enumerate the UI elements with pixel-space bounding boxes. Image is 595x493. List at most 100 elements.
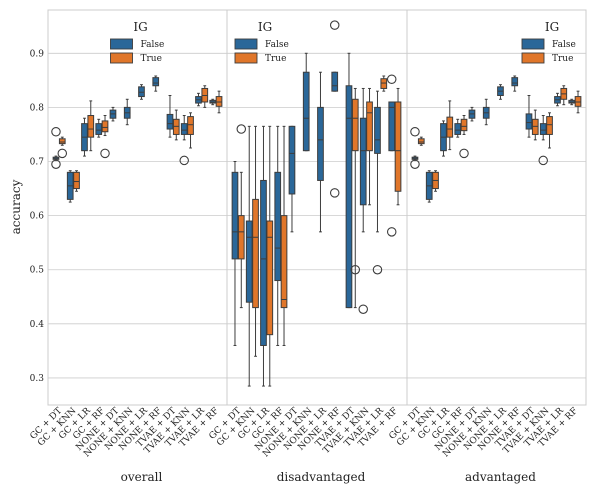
box-overall-8-true	[173, 110, 179, 140]
box-disadvantaged-11-false	[388, 75, 396, 236]
legend-swatch-false	[111, 39, 133, 49]
panel-frame	[48, 10, 227, 405]
box-disadvantaged-10-true	[381, 76, 387, 91]
box-body	[59, 139, 65, 144]
box-body	[96, 124, 102, 135]
box-body	[375, 107, 381, 153]
box-disadvantaged-1-true	[253, 126, 259, 356]
box-body	[139, 87, 145, 97]
box-body	[102, 121, 108, 132]
box-advantaged-5-false	[483, 99, 489, 124]
legend-label-false: False	[141, 40, 165, 50]
box-advantaged-9-false	[539, 116, 547, 165]
box-disadvantaged-9-true	[367, 88, 373, 204]
box-body	[216, 97, 222, 107]
box-overall-3-true	[101, 116, 109, 158]
outlier-point	[411, 128, 419, 136]
outlier-point	[52, 128, 60, 136]
legend-title: IG	[545, 20, 559, 34]
legend-swatch-true	[235, 53, 257, 63]
box-overall-9-true	[188, 113, 194, 148]
box-advantaged-1-false	[426, 171, 432, 202]
box-disadvantaged-3-false	[275, 126, 281, 345]
legend-advantaged: IG False True	[522, 20, 576, 64]
box-body	[261, 180, 267, 345]
box-body	[352, 99, 358, 150]
box-overall-1-true	[74, 171, 80, 192]
y-tick-label: 0.3	[30, 374, 45, 384]
outlier-point	[359, 305, 367, 313]
y-tick-label: 0.8	[30, 103, 45, 113]
outlier-point	[539, 156, 547, 164]
box-body	[88, 116, 94, 138]
y-tick-label: 0.7	[30, 158, 45, 168]
box-body	[173, 119, 179, 134]
box-body	[532, 119, 538, 134]
box-advantaged-11-true	[575, 91, 581, 113]
box-body	[540, 124, 546, 135]
box-disadvantaged-5-false	[303, 53, 309, 150]
box-body	[246, 221, 252, 302]
box-disadvantaged-2-true	[267, 126, 273, 386]
box-body	[526, 114, 532, 129]
box-body	[461, 119, 467, 130]
legend-label-false: False	[265, 40, 289, 50]
box-disadvantaged-2-false	[261, 126, 267, 386]
box-advantaged-8-false	[526, 95, 532, 137]
y-axis-ticks: 0.3 0.4 0.5 0.6 0.7 0.8 0.9	[30, 49, 45, 384]
box-body	[381, 79, 387, 89]
y-tick-label: 0.4	[30, 320, 45, 330]
outlier-point	[331, 21, 339, 29]
box-body	[575, 97, 581, 107]
box-body	[512, 78, 518, 86]
outlier-point	[58, 149, 66, 157]
outlier-point	[388, 75, 396, 83]
box-overall-5-false	[124, 99, 130, 124]
box-body	[395, 102, 401, 191]
panel-label-overall: overall	[121, 470, 163, 484]
outlier-point	[331, 189, 339, 197]
box-advantaged-2-true	[447, 101, 453, 150]
box-overall-2-false	[82, 118, 88, 156]
y-axis-label: accuracy	[9, 179, 23, 234]
legend-swatch-true	[111, 53, 133, 63]
box-disadvantaged-6-false	[318, 72, 324, 232]
box-overall-0-false	[52, 128, 60, 169]
legend-title: IG	[133, 20, 147, 34]
box-body	[74, 172, 80, 188]
box-overall-3-false	[96, 119, 102, 137]
box-body	[153, 78, 159, 86]
box-advantaged-3-false	[455, 119, 461, 137]
box-body	[418, 139, 424, 144]
panel-labels: overall disadvantaged advantaged	[121, 470, 537, 484]
legend-disadvantaged: IG False True	[235, 20, 289, 64]
box-body	[318, 107, 324, 180]
box-body	[181, 124, 187, 135]
box-advantaged-7-false	[512, 76, 518, 91]
box-overall-2-true	[88, 101, 94, 151]
box-advantaged-11-false	[569, 99, 575, 104]
legend-swatch-false	[235, 39, 257, 49]
box-overall-7-false	[153, 76, 159, 91]
box-disadvantaged-11-true	[395, 88, 401, 204]
legend-label-true: True	[265, 54, 286, 64]
panel-label-disadvantaged: disadvantaged	[277, 470, 366, 484]
outlier-point	[460, 149, 468, 157]
box-body	[455, 124, 461, 135]
box-disadvantaged-10-false	[373, 91, 381, 274]
box-advantaged-6-false	[498, 85, 504, 100]
box-disadvantaged-3-true	[281, 126, 287, 345]
box-advantaged-8-true	[532, 110, 538, 140]
box-body	[332, 72, 338, 91]
legend-swatch-false	[522, 39, 544, 49]
box-overall-0-true	[58, 137, 66, 157]
box-advantaged-0-true	[418, 137, 424, 145]
box-body	[303, 72, 309, 150]
legend-swatch-true	[522, 53, 544, 63]
box-disadvantaged-0-true	[237, 125, 245, 308]
panel-label-advantaged: advantaged	[465, 470, 536, 484]
box-body	[360, 118, 366, 205]
box-overall-10-true	[202, 86, 208, 108]
box-overall-6-false	[139, 85, 145, 100]
